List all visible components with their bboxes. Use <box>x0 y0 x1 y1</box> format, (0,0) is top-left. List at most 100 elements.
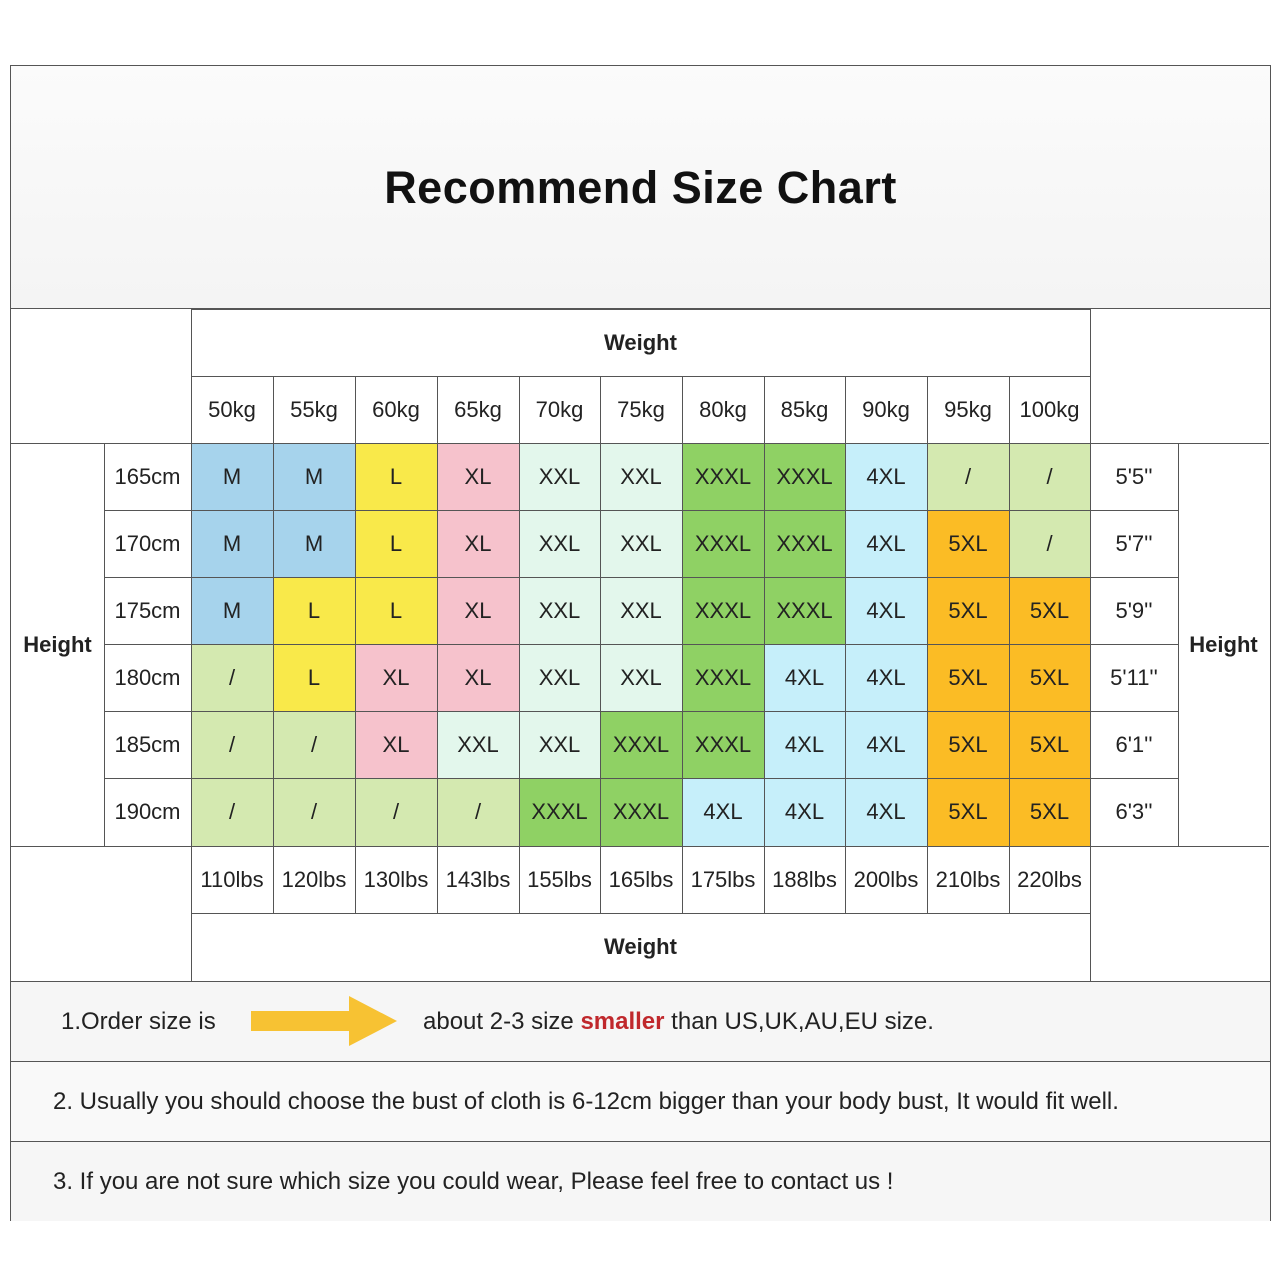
size-cell: XXL <box>519 577 600 644</box>
size-cell: 5XL <box>1009 644 1090 711</box>
weight-header-bottom: Weight <box>604 934 677 959</box>
weight-kg-label: 100kg <box>1019 396 1080 422</box>
note-3-text: 3. If you are not sure which size you co… <box>53 1168 894 1195</box>
grid-line <box>191 913 1090 914</box>
size-cell: XXXL <box>764 577 845 644</box>
size-cell: XXXL <box>682 644 764 711</box>
grid-line <box>104 443 105 846</box>
size-cell: XXXL <box>682 443 764 510</box>
size-cell: XXL <box>519 443 600 510</box>
size-cell: 4XL <box>845 778 927 846</box>
weight-lbs-label: 175lbs <box>690 866 756 892</box>
size-cell: L <box>273 577 355 644</box>
weight-lbs-label: 130lbs <box>363 866 429 892</box>
grid-line <box>1090 309 1091 981</box>
grid-line <box>355 376 356 913</box>
size-cell: XL <box>437 510 519 577</box>
grid-line <box>437 376 438 913</box>
grid-line <box>927 376 928 913</box>
height-ft-label: 5'11'' <box>1110 664 1158 690</box>
size-cell: XXXL <box>682 510 764 577</box>
weight-header-top: Weight <box>604 329 677 355</box>
size-cell: XXXL <box>764 443 845 510</box>
grid-line <box>104 577 1178 578</box>
weight-lbs-label: 110lbs <box>200 866 264 892</box>
size-cell: 5XL <box>1009 577 1090 644</box>
note-1-highlight: smaller <box>580 1008 665 1035</box>
height-cm-label: 165cm <box>114 463 181 489</box>
size-cell: M <box>273 510 355 577</box>
size-cell: XXXL <box>682 711 764 778</box>
note-2-text: 2. Usually you should choose the bust of… <box>53 1088 1119 1115</box>
height-ft-label: 6'3'' <box>1115 799 1153 824</box>
grid-line <box>519 376 520 913</box>
grid-line <box>104 510 1178 511</box>
size-cell: XXXL <box>600 711 682 778</box>
grid-line <box>682 376 683 913</box>
weight-lbs-label: 143lbs <box>445 866 511 892</box>
size-cell: 4XL <box>764 711 845 778</box>
weight-kg-label: 65kg <box>454 396 502 422</box>
note-1-text: about 2-3 size smaller than US,UK,AU,EU … <box>423 1008 934 1036</box>
grid-line <box>845 376 846 913</box>
weight-lbs-label: 210lbs <box>935 866 1001 892</box>
weight-lbs-label: 165lbs <box>608 866 674 892</box>
height-ft-label: 6'1'' <box>1115 731 1153 757</box>
height-cm-label: 180cm <box>114 664 181 690</box>
size-cell: XXXL <box>682 577 764 644</box>
page-title: Recommend Size Chart <box>384 162 897 213</box>
note-1: 1.Order size is about 2-3 size smaller t… <box>11 981 1270 1061</box>
size-cell: XXL <box>600 510 682 577</box>
title-box: Recommend Size Chart <box>11 66 1270 309</box>
height-label-right: Height <box>1189 631 1258 657</box>
height-cm-label: 190cm <box>114 799 181 824</box>
grid-line <box>191 376 1090 377</box>
weight-kg-label: 95kg <box>944 396 992 422</box>
size-cell: M <box>273 443 355 510</box>
height-label-left: Height <box>23 631 92 657</box>
size-cell: / <box>273 778 355 846</box>
note-1-prefix: 1.Order size is <box>61 1008 216 1035</box>
size-cell: M <box>191 443 273 510</box>
height-ft-label: 5'7'' <box>1115 530 1153 556</box>
height-cm-label: 185cm <box>114 731 181 757</box>
size-cell: / <box>191 778 273 846</box>
size-chart-frame: Recommend Size Chart M M L XL XXL XXL XXXL XXXL… <box>10 65 1271 1221</box>
size-cell: XXXL <box>600 778 682 846</box>
size-cell: 5XL <box>1009 711 1090 778</box>
weight-kg-label: 70kg <box>535 396 584 422</box>
size-cell: / <box>191 711 273 778</box>
height-cm-label: 175cm <box>114 597 181 623</box>
size-cell: 4XL <box>845 577 927 644</box>
size-cell: XXL <box>600 644 682 711</box>
size-cell: / <box>927 443 1009 510</box>
grid-line <box>104 644 1178 645</box>
size-cell: 4XL <box>764 644 845 711</box>
size-cell: XXL <box>600 443 682 510</box>
size-cell: / <box>273 711 355 778</box>
arrow-right-icon <box>251 996 397 1046</box>
size-cell: 5XL <box>927 778 1009 846</box>
grid-line <box>191 309 1090 310</box>
height-ft-label: 5'9'' <box>1115 597 1153 623</box>
size-cell: XXL <box>519 711 600 778</box>
height-ft-label: 5'5'' <box>1115 463 1153 489</box>
size-cell: XL <box>355 711 437 778</box>
grid-line <box>11 846 1269 847</box>
weight-lbs-label: 188lbs <box>772 866 837 892</box>
size-cell: 4XL <box>682 778 764 846</box>
size-cell: L <box>355 577 437 644</box>
size-cell: 4XL <box>845 711 927 778</box>
size-cell: XXL <box>437 711 519 778</box>
size-cell: 4XL <box>764 778 845 846</box>
weight-kg-label: 60kg <box>372 396 420 422</box>
grid-line <box>764 376 765 913</box>
size-cell: / <box>355 778 437 846</box>
grid-line <box>11 443 1269 444</box>
grid-line <box>600 376 601 913</box>
size-cell: XL <box>437 577 519 644</box>
size-cell: L <box>355 510 437 577</box>
grid-line <box>273 376 274 913</box>
size-cell: 5XL <box>927 644 1009 711</box>
note-3: 3. If you are not sure which size you co… <box>11 1141 1270 1221</box>
